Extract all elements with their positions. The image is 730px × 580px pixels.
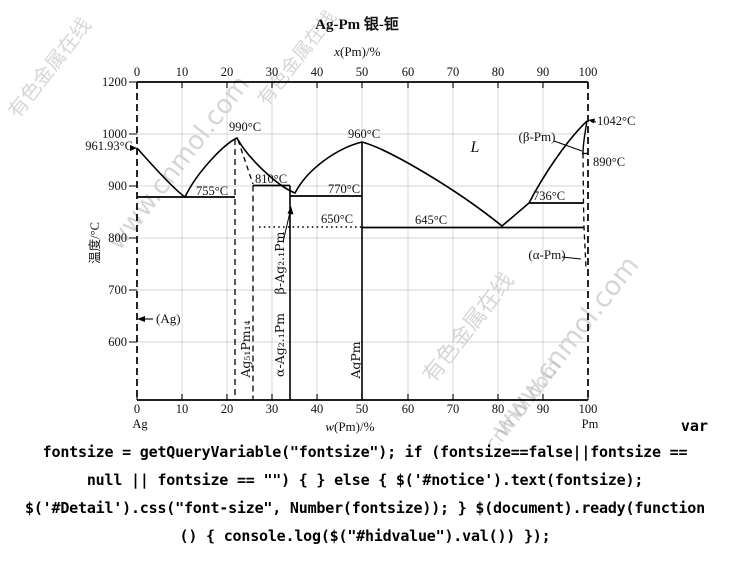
beta-ag21pm-arrowhead: [287, 206, 294, 215]
bottom-tick-70: 70: [447, 402, 460, 416]
watermark-site-text: www.cnmol.com: [101, 70, 256, 256]
phase-label-beta-ag21pm: β-Ag₂.₁Pm: [272, 231, 287, 294]
top-tick-100: 100: [579, 65, 598, 79]
left-axis-tick-labels: 1200 1000 900 800 700 600: [102, 75, 127, 349]
top-tick-10: 10: [176, 65, 189, 79]
alpha-pm-leader-line: [561, 256, 582, 260]
beta-pm-solidus: [582, 120, 588, 154]
label-1042c: 1042°C: [597, 114, 635, 128]
phase-label-ag51pm14: Ag₅₁Pm₁₄: [238, 320, 253, 378]
bottom-tick-100: 100: [579, 402, 598, 416]
alpha-pm-boundary-dashed: [582, 153, 587, 269]
label-960c: 960°C: [348, 127, 380, 141]
top-axis-variable: x: [333, 44, 340, 59]
phase-label-alpha-ag21pm: α-Ag₂.₁Pm: [272, 313, 287, 377]
bottom-axis-unit: (Pm)/%: [334, 419, 375, 434]
left-axis-ticks: [129, 81, 137, 343]
phase-label-beta-pm: (β-Pm): [519, 129, 556, 144]
top-tick-40: 40: [311, 65, 324, 79]
top-tick-70: 70: [447, 65, 460, 79]
y-tick-1200: 1200: [102, 75, 127, 89]
top-tick-30: 30: [266, 65, 279, 79]
diagram-title: Ag-Pm 银-钷: [315, 15, 399, 33]
code-line-3: null || fontsize == "") { } else { $('#n…: [86, 471, 644, 489]
watermark-brand-text: 有色金属在线: [3, 13, 96, 122]
beta-ag21pm-leader-line: [282, 209, 291, 243]
bottom-tick-80: 80: [492, 402, 505, 416]
top-tick-60: 60: [402, 65, 415, 79]
bottom-axis-ticks: [136, 394, 589, 400]
y-tick-900: 900: [108, 179, 127, 193]
top-axis-ticks: [136, 82, 589, 88]
y-tick-700: 700: [108, 283, 127, 297]
y-tick-1000: 1000: [102, 127, 127, 141]
ag51pm14-slant-dashed-line: [237, 139, 254, 185]
bottom-axis-variable: w: [325, 419, 334, 434]
ag-melting-arrowhead: [130, 145, 137, 151]
top-axis-tick-labels: 0 10 20 30 40 50 60 70 80 90 100: [134, 65, 598, 79]
label-645c: 645°C: [415, 213, 447, 227]
phase-label-liquid: L: [470, 139, 480, 156]
code-text-block: fontsize = getQueryVariable("fontsize");…: [0, 438, 730, 550]
phase-label-agpm: AgPm: [348, 341, 363, 379]
phase-label-alpha-pm: (α-Pm): [528, 247, 565, 262]
label-810c: 810°C: [255, 172, 287, 186]
bottom-tick-20: 20: [221, 402, 234, 416]
top-tick-50: 50: [356, 65, 369, 79]
label-770c: 770°C: [328, 182, 360, 196]
bottom-tick-40: 40: [311, 402, 324, 416]
bottom-tick-30: 30: [266, 402, 279, 416]
code-text-var: var: [680, 417, 708, 435]
y-axis-label: 温度/°C: [87, 222, 102, 264]
ag-label-arrowhead: [137, 316, 145, 322]
bottom-tick-50: 50: [356, 402, 369, 416]
bottom-axis-tick-labels: 0 10 20 30 40 50 60 70 80 90 100: [134, 402, 598, 416]
label-755c: 755°C: [196, 184, 228, 198]
top-tick-20: 20: [221, 65, 234, 79]
phase-diagram-svg: 有色金属在线 www.cnmol.com 有色金属在线 有色金属在线 www.c…: [3, 7, 645, 445]
bottom-axis-terminus-pm: Pm: [582, 417, 599, 431]
code-line-5: () { console.log($("#hidvalue").val()) }…: [179, 527, 551, 545]
label-736c: 736°C: [533, 189, 565, 203]
label-990c: 990°C: [229, 120, 261, 134]
beta-pm-leader-line: [553, 140, 583, 152]
bottom-tick-90: 90: [537, 402, 550, 416]
code-line-4: $('#Detail').css("font-size", Number(fon…: [25, 499, 705, 517]
y-tick-800: 800: [108, 231, 127, 245]
phase-label-ag: (Ag): [156, 311, 181, 326]
top-tick-80: 80: [492, 65, 505, 79]
top-tick-0: 0: [134, 65, 140, 79]
watermark-brand-text: 有色金属在线: [418, 268, 519, 387]
t1042-arrowhead: [588, 118, 595, 124]
label-961-93c: 961.93°C: [85, 139, 133, 153]
bottom-tick-60: 60: [402, 402, 415, 416]
code-line-2: fontsize = getQueryVariable("fontsize");…: [42, 443, 688, 461]
y-tick-600: 600: [108, 335, 127, 349]
bottom-axis-origin-ag: Ag: [132, 417, 148, 431]
top-tick-90: 90: [537, 65, 550, 79]
bottom-tick-0: 0: [134, 402, 140, 416]
top-axis-unit: (Pm)/%: [340, 44, 381, 59]
label-890c: 890°C: [593, 155, 625, 169]
bottom-tick-10: 10: [176, 402, 189, 416]
label-650c: 650°C: [321, 212, 353, 226]
